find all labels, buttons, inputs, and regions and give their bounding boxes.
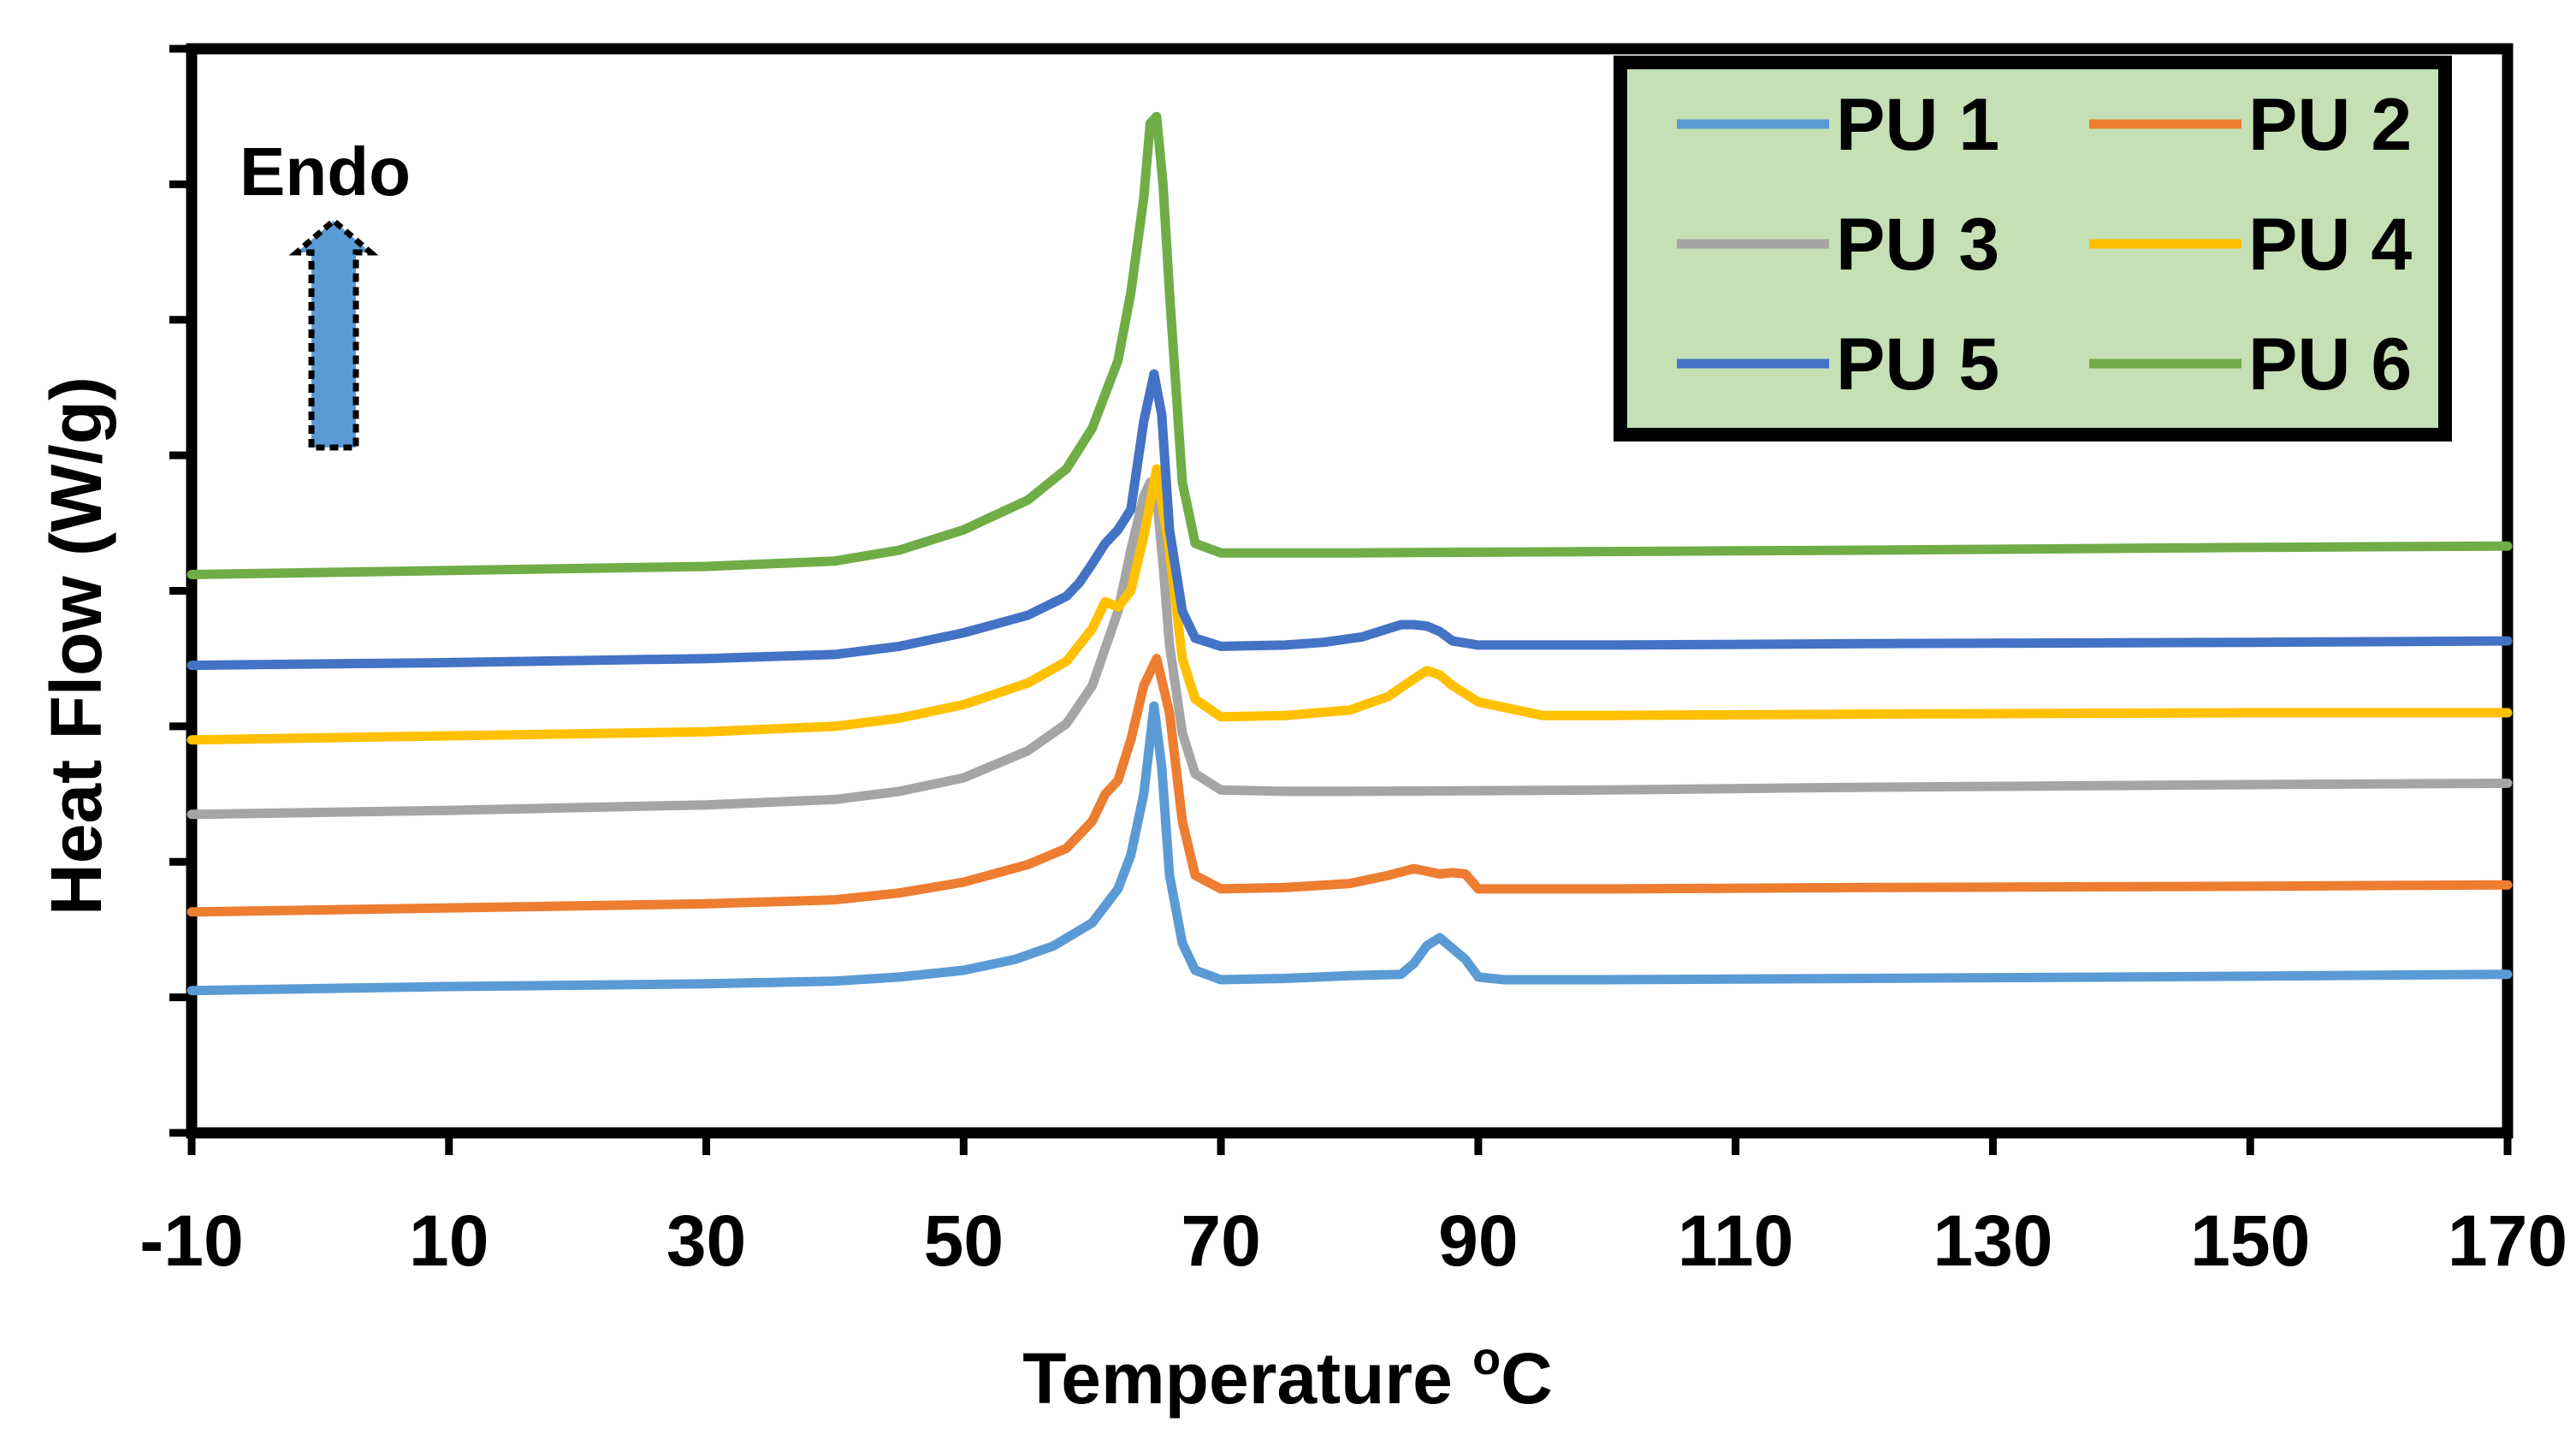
legend-label: PU 6 <box>2248 323 2412 406</box>
x-tick-label: 10 <box>409 1200 489 1281</box>
series-line-pu-4 <box>187 464 2513 745</box>
x-tick-label: 170 <box>2448 1200 2567 1281</box>
x-tick-label: 110 <box>1678 1200 1794 1281</box>
legend-label: PU 5 <box>1836 323 1999 406</box>
legend-label: PU 2 <box>2248 84 2412 166</box>
series-line-pu-6 <box>187 111 2513 579</box>
x-axis-title: Temperature oC <box>1022 1333 1553 1419</box>
x-tick-label: -10 <box>139 1200 243 1281</box>
series-layer <box>187 111 2513 996</box>
x-tick-label: 50 <box>924 1200 1004 1281</box>
x-tick-label: 130 <box>1933 1200 2052 1281</box>
x-axis-ticks: -10 10 30 50 70 90 110 130 150 170 <box>139 1133 2567 1281</box>
legend-label: PU 3 <box>1836 204 1999 286</box>
legend: PU 1 PU 2 PU 3 PU 4 PU 5 PU 6 <box>1614 56 2452 442</box>
x-tick-label: 30 <box>666 1200 746 1281</box>
x-tick-label: 150 <box>2190 1200 2310 1281</box>
endo-annotation: Endo <box>240 133 411 210</box>
x-tick-label: 70 <box>1181 1200 1260 1281</box>
series-line-pu-1 <box>187 701 2513 996</box>
endo-arrow-icon <box>288 216 379 451</box>
y-axis-title: Heat Flow (W/g) <box>36 376 116 916</box>
legend-label: PU 4 <box>2248 204 2412 286</box>
legend-label: PU 1 <box>1836 84 1999 166</box>
series-line-pu-5 <box>187 369 2513 671</box>
series-line-pu-2 <box>187 654 2513 917</box>
x-tick-label: 90 <box>1438 1200 1518 1281</box>
